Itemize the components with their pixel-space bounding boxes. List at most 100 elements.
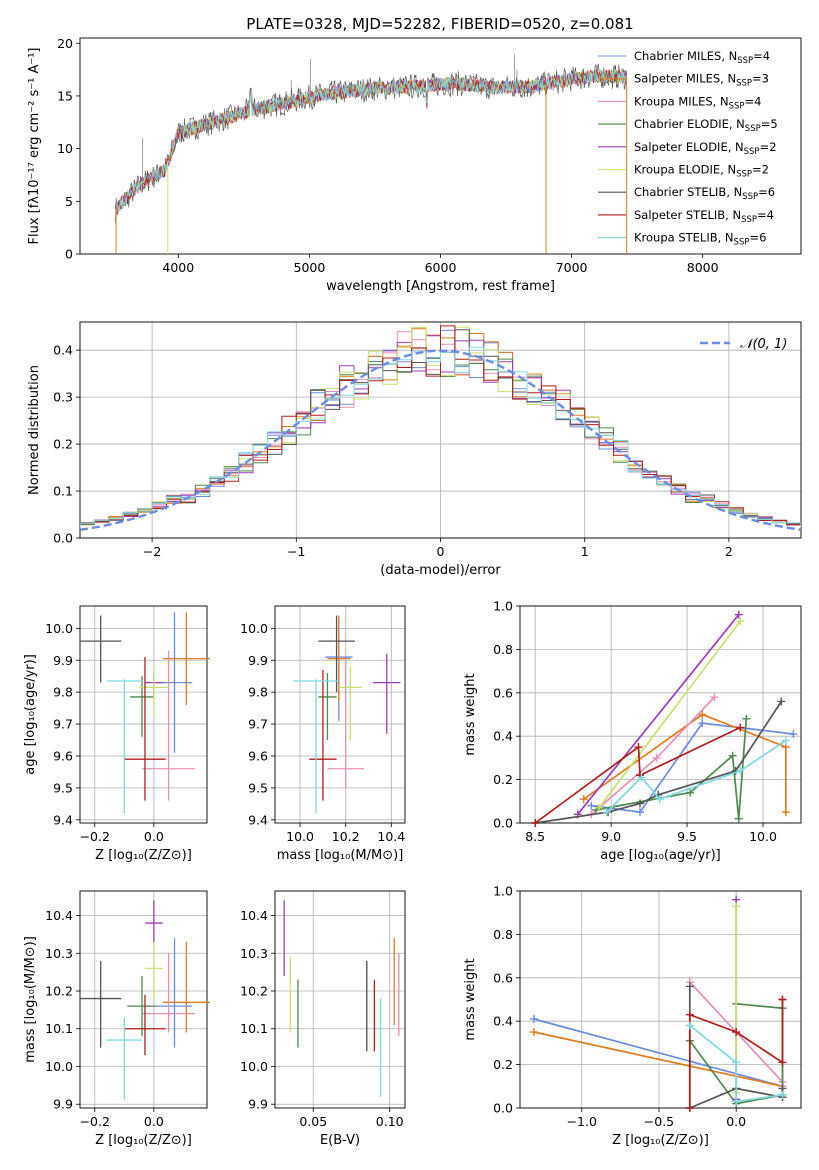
y-tick-label: 0.8	[493, 642, 513, 657]
y-tick-label: 5	[65, 194, 73, 209]
x-tick-label: 0.0	[144, 829, 164, 844]
gaussian-legend-label: 𝒩(0, 1)	[740, 337, 787, 352]
legend-label-sub: SSP	[736, 79, 752, 89]
weight_vs_Z-line-chabrier_miles	[533, 1018, 784, 1098]
y-tick-label: 9.4	[53, 812, 73, 827]
weight_vs_Z-marker-salpeter_stelib	[778, 1058, 787, 1067]
weight_vs_age-marker-kroupa_stelib	[736, 766, 745, 775]
y-tick-label: 9.8	[248, 685, 268, 700]
legend-label-kroupa_elodie: Kroupa ELODIE, NSSP=2	[634, 163, 769, 180]
y-tick-label: 0.2	[493, 1057, 513, 1072]
weight_vs_age-marker-kroupa_stelib	[637, 773, 646, 782]
y-tick-label: 10.3	[240, 946, 268, 961]
y-tick-label: 0.3	[53, 390, 73, 405]
weight_vs_age-marker-salpeter_elodie	[734, 610, 743, 619]
y-tick-label: 0.4	[493, 729, 513, 744]
residuals-frame	[79, 321, 802, 539]
legend-label-sub: SSP	[736, 170, 752, 180]
weight_vs_Z-xlabel: Z [log₁₀(Z/Z⊙)]	[612, 1133, 709, 1148]
legend-label-text: Salpeter MILES, N	[634, 72, 736, 86]
weight_vs_age-marker-salpeter_stelib	[531, 819, 540, 827]
weight_vs_age-marker-chabrier_elodie	[686, 788, 695, 797]
gaussian-reference-curve	[80, 349, 801, 531]
weight_vs_age-line-kroupa_elodie	[598, 620, 741, 809]
y-tick-label: 9.5	[248, 780, 268, 795]
weight_vs_Z-ylabel: mass weight	[463, 958, 478, 1040]
weight_vs_age-marker-kroupa_stelib	[602, 808, 611, 817]
spectrum-axes: 4000 5000 6000 7000 8000 0 5 10 15 20	[57, 36, 719, 275]
legend-label-chabrier_elodie: Chabrier ELODIE, NSSP=5	[634, 117, 778, 134]
legend-label-tail: =4	[757, 208, 774, 222]
x-tick-label: 5000	[294, 260, 326, 275]
y-tick-label: 10.1	[45, 1021, 73, 1036]
y-tick-label: 10.3	[45, 946, 73, 961]
weight_vs_age-marker-chabrier_miles	[635, 808, 644, 817]
y-tick-label: 10.0	[45, 621, 73, 636]
legend-label-sub: SSP	[729, 101, 745, 111]
y-tick-label: 0.6	[493, 685, 513, 700]
age_vs_Z-axes: −0.2 0.0 9.4 9.5 9.6 9.7 9.8 9.9 10.0	[45, 606, 207, 844]
y-tick-label: 9.9	[53, 1097, 73, 1112]
x-tick-label: 2	[725, 544, 733, 559]
x-tick-label: 0.0	[144, 1114, 164, 1129]
weight_vs_age-marker-chabrier_miles	[698, 719, 707, 728]
y-tick-label: 15	[57, 88, 73, 103]
y-tick-label: 10.2	[240, 984, 268, 999]
weight_vs_Z-marker-salpeter_stelib	[778, 995, 787, 1004]
x-tick-label: 1	[581, 544, 589, 559]
legend-label-sub: SSP	[741, 215, 757, 225]
y-tick-label: 0.1	[53, 484, 73, 499]
y-tick-label: 1.0	[493, 884, 513, 899]
y-tick-label: 10.4	[240, 908, 268, 923]
x-tick-label: 6000	[425, 260, 457, 275]
weight_vs_age-marker-kroupa_stelib	[781, 736, 790, 745]
x-tick-label: 10.0	[286, 829, 314, 844]
y-tick-label: 0.4	[493, 1014, 513, 1029]
mass_vs_Z-frame	[79, 890, 208, 1109]
x-tick-label: −1	[287, 544, 305, 559]
x-tick-label: 10.4	[377, 829, 405, 844]
residuals-xlabel: (data-model)/error	[380, 563, 501, 578]
x-tick-label: 10.0	[749, 829, 777, 844]
mass_vs_EBV-frame	[274, 890, 406, 1109]
weight_vs_Z-marker-salpeter_stelib	[685, 1010, 694, 1019]
x-tick-label: 0.05	[299, 1114, 327, 1129]
legend-label-tail: =2	[760, 140, 777, 154]
legend-label-text: Salpeter STELIB, N	[634, 208, 741, 222]
legend-label-tail: =4	[753, 49, 770, 63]
legend-label-sub: SSP	[742, 192, 758, 202]
age_vs_Z-xlabel: Z [log₁₀(Z/Z⊙)]	[95, 848, 192, 863]
weight_vs_age-ylabel: mass weight	[463, 673, 478, 755]
y-tick-label: 10.0	[45, 1059, 73, 1074]
legend-label-chabrier_stelib: Chabrier STELIB, NSSP=6	[634, 185, 775, 202]
y-tick-label: 0.0	[493, 816, 513, 831]
weight_vs_age-marker-kroupa_elodie	[736, 617, 745, 626]
mass_vs_EBV-xlabel: E(B-V)	[320, 1133, 360, 1148]
weight_vs_age-marker-chabrier_miles	[789, 730, 798, 739]
weight_vs_age-marker-chabrier_elodie	[742, 714, 751, 723]
weight_vs_Z-marker-kroupa_stelib	[732, 1058, 741, 1067]
weight_vs_age-axes: 8.5 9.0 9.5 10.0 0.0 0.2 0.4 0.6 0.8 1.0	[493, 599, 801, 844]
x-tick-label: 8.5	[525, 829, 545, 844]
y-tick-label: 0.8	[493, 927, 513, 942]
weight_vs_Z-marker-kroupa_elodie	[732, 902, 741, 911]
weight_vs_age-line-salpeter_stelib	[534, 726, 741, 824]
y-tick-label: 9.9	[53, 653, 73, 668]
legend-label-chabrier_miles: Chabrier MILES, NSSP=4	[634, 49, 770, 66]
y-tick-label: 0.6	[493, 970, 513, 985]
weight_vs_Z-marker-chabrier_stelib	[685, 982, 694, 991]
weight_vs_age-xlabel: age [log₁₀(age/yr)]	[600, 848, 721, 863]
y-tick-label: 9.6	[248, 748, 268, 763]
weight_vs_age-marker-salpeter_miles	[579, 795, 588, 804]
weight_vs_age-marker-chabrier_miles	[587, 801, 596, 810]
age_vs_mass-xlabel: mass [log₁₀(M/M⊙)]	[277, 848, 404, 863]
x-tick-label: 9.0	[601, 829, 621, 844]
mass_vs_Z-xlabel: Z [log₁₀(Z/Z⊙)]	[95, 1133, 192, 1148]
spectrum-ylabel: Flux [fλ10⁻¹⁷ erg cm⁻² s⁻¹ A⁻¹]	[27, 48, 42, 245]
y-tick-label: 0.0	[53, 531, 73, 546]
legend-label-salpeter_miles: Salpeter MILES, NSSP=3	[634, 72, 769, 89]
weight_vs_Z-marker-salpeter_stelib	[732, 1028, 741, 1037]
mass_vs_Z-ylabel: mass [log₁₀(M/M⊙)]	[23, 936, 38, 1063]
legend-label-text: Chabrier STELIB, N	[634, 185, 742, 199]
y-tick-label: 0.2	[53, 437, 73, 452]
